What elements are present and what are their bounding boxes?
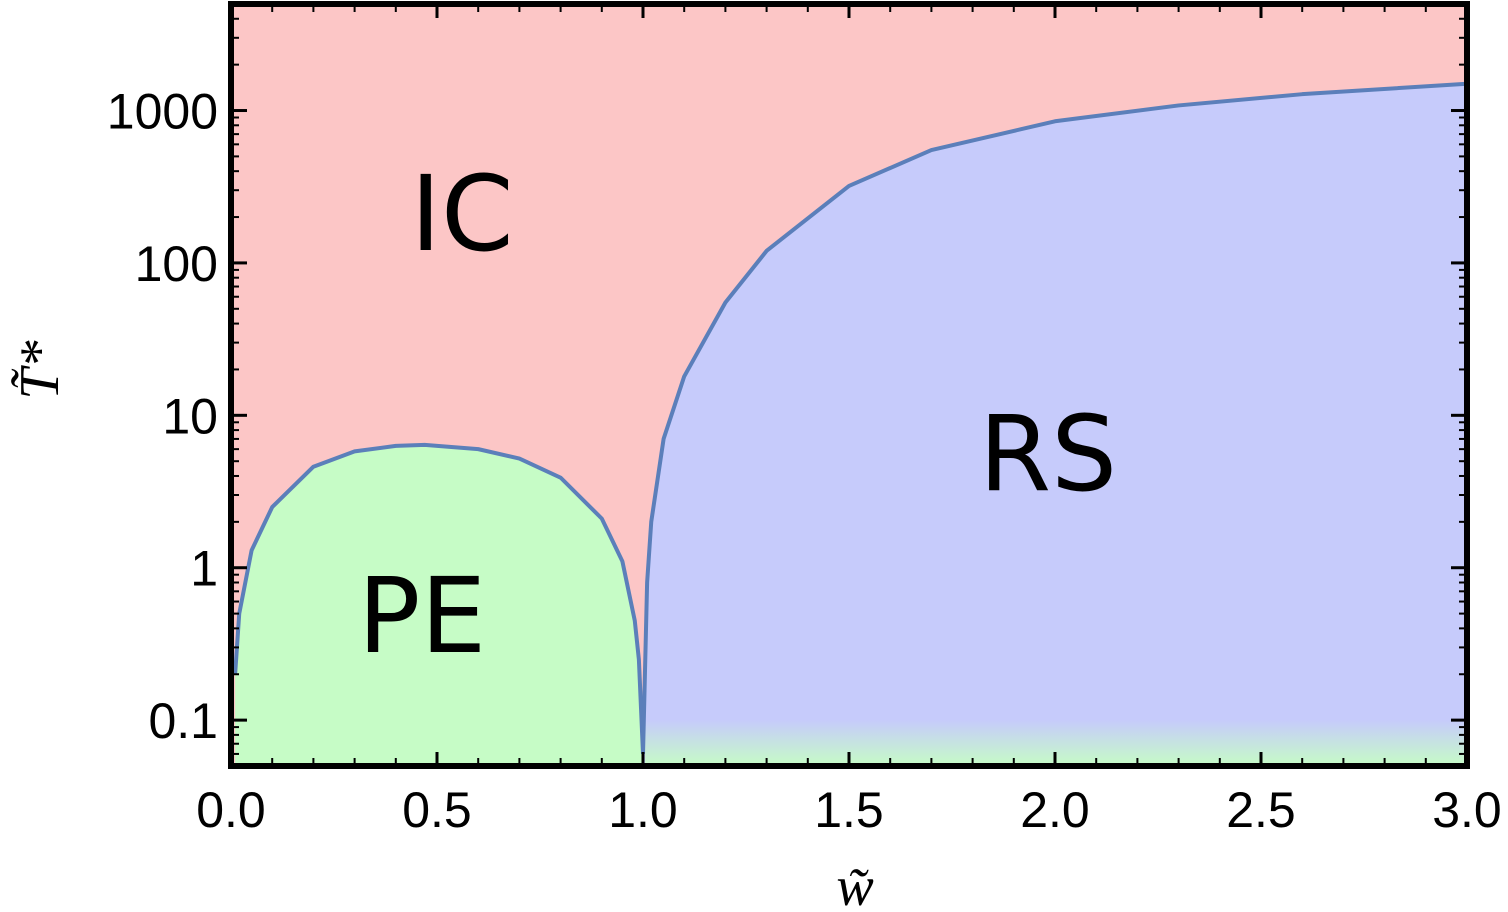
pe-region (235, 444, 643, 766)
x-tick-label: 1.5 (814, 782, 884, 838)
x-tick-label: 2.5 (1226, 782, 1296, 838)
y-tick-label: 1 (190, 541, 218, 597)
x-tick-label: 0.5 (402, 782, 472, 838)
y-tick-label: 0.1 (148, 693, 218, 749)
y-tick-label: 10 (162, 388, 218, 444)
region-label-ic: IC (410, 153, 513, 275)
y-axis-label: T̃* (9, 340, 71, 399)
region-label-pe: PE (358, 555, 486, 677)
x-tick-label: 0.0 (196, 782, 266, 838)
x-axis-label: w̃ (836, 856, 873, 912)
pe-boundary-line (233, 442, 645, 755)
x-tick-label: 2.0 (1020, 782, 1090, 838)
region-label-rs: RS (979, 393, 1117, 515)
x-tick-label: 3.0 (1432, 782, 1502, 838)
y-tick-label: 1000 (107, 84, 218, 140)
rs-region (643, 83, 1467, 766)
y-tick-label: 100 (135, 236, 218, 292)
x-tick-label: 1.0 (608, 782, 678, 838)
rs-boundary-line (641, 81, 1467, 754)
